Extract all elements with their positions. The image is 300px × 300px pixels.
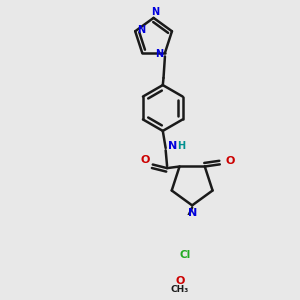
- Text: O: O: [225, 156, 235, 166]
- Text: Cl: Cl: [180, 250, 191, 260]
- Text: N: N: [168, 141, 177, 151]
- Text: H: H: [177, 141, 185, 151]
- Text: N: N: [138, 25, 146, 35]
- Text: O: O: [141, 154, 150, 164]
- Text: CH₃: CH₃: [171, 285, 189, 294]
- Text: N: N: [151, 7, 159, 17]
- Text: O: O: [175, 276, 185, 286]
- Text: N: N: [188, 208, 197, 218]
- Text: N: N: [155, 49, 163, 59]
